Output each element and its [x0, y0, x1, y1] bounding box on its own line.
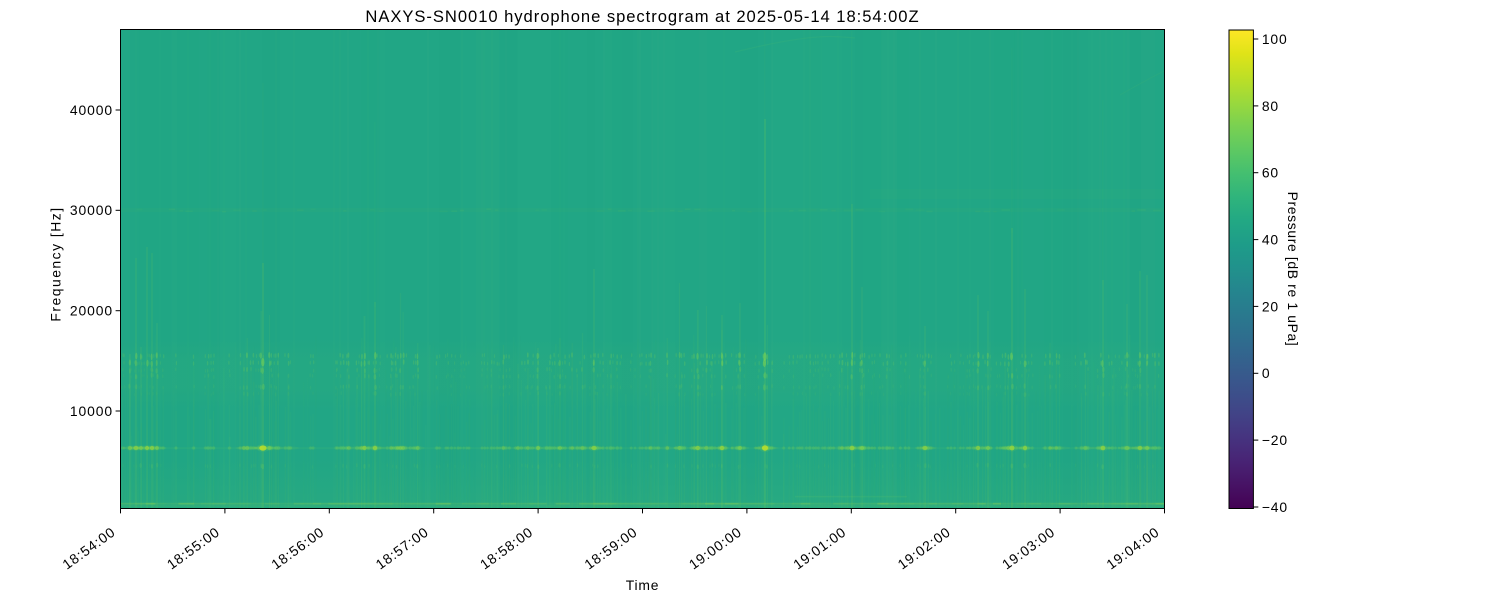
svg-text:100: 100 — [1262, 31, 1288, 47]
svg-text:NAXYS-SN0010 hydrophone spectr: NAXYS-SN0010 hydrophone spectrogram at 2… — [365, 7, 919, 26]
svg-text:60: 60 — [1262, 165, 1279, 181]
svg-text:30000: 30000 — [70, 202, 113, 218]
svg-text:20: 20 — [1262, 298, 1279, 314]
svg-text:−20: −20 — [1262, 432, 1288, 448]
svg-text:Time: Time — [626, 577, 660, 593]
svg-text:−40: −40 — [1262, 499, 1288, 515]
svg-text:40000: 40000 — [70, 102, 113, 118]
svg-text:Pressure [dB re 1 uPa]: Pressure [dB re 1 uPa] — [1285, 192, 1301, 347]
svg-text:10000: 10000 — [70, 403, 113, 419]
svg-text:0: 0 — [1262, 365, 1271, 381]
svg-text:Frequency [Hz]: Frequency [Hz] — [48, 206, 64, 321]
svg-text:80: 80 — [1262, 98, 1279, 114]
svg-text:40: 40 — [1262, 232, 1279, 248]
svg-text:20000: 20000 — [70, 303, 113, 319]
